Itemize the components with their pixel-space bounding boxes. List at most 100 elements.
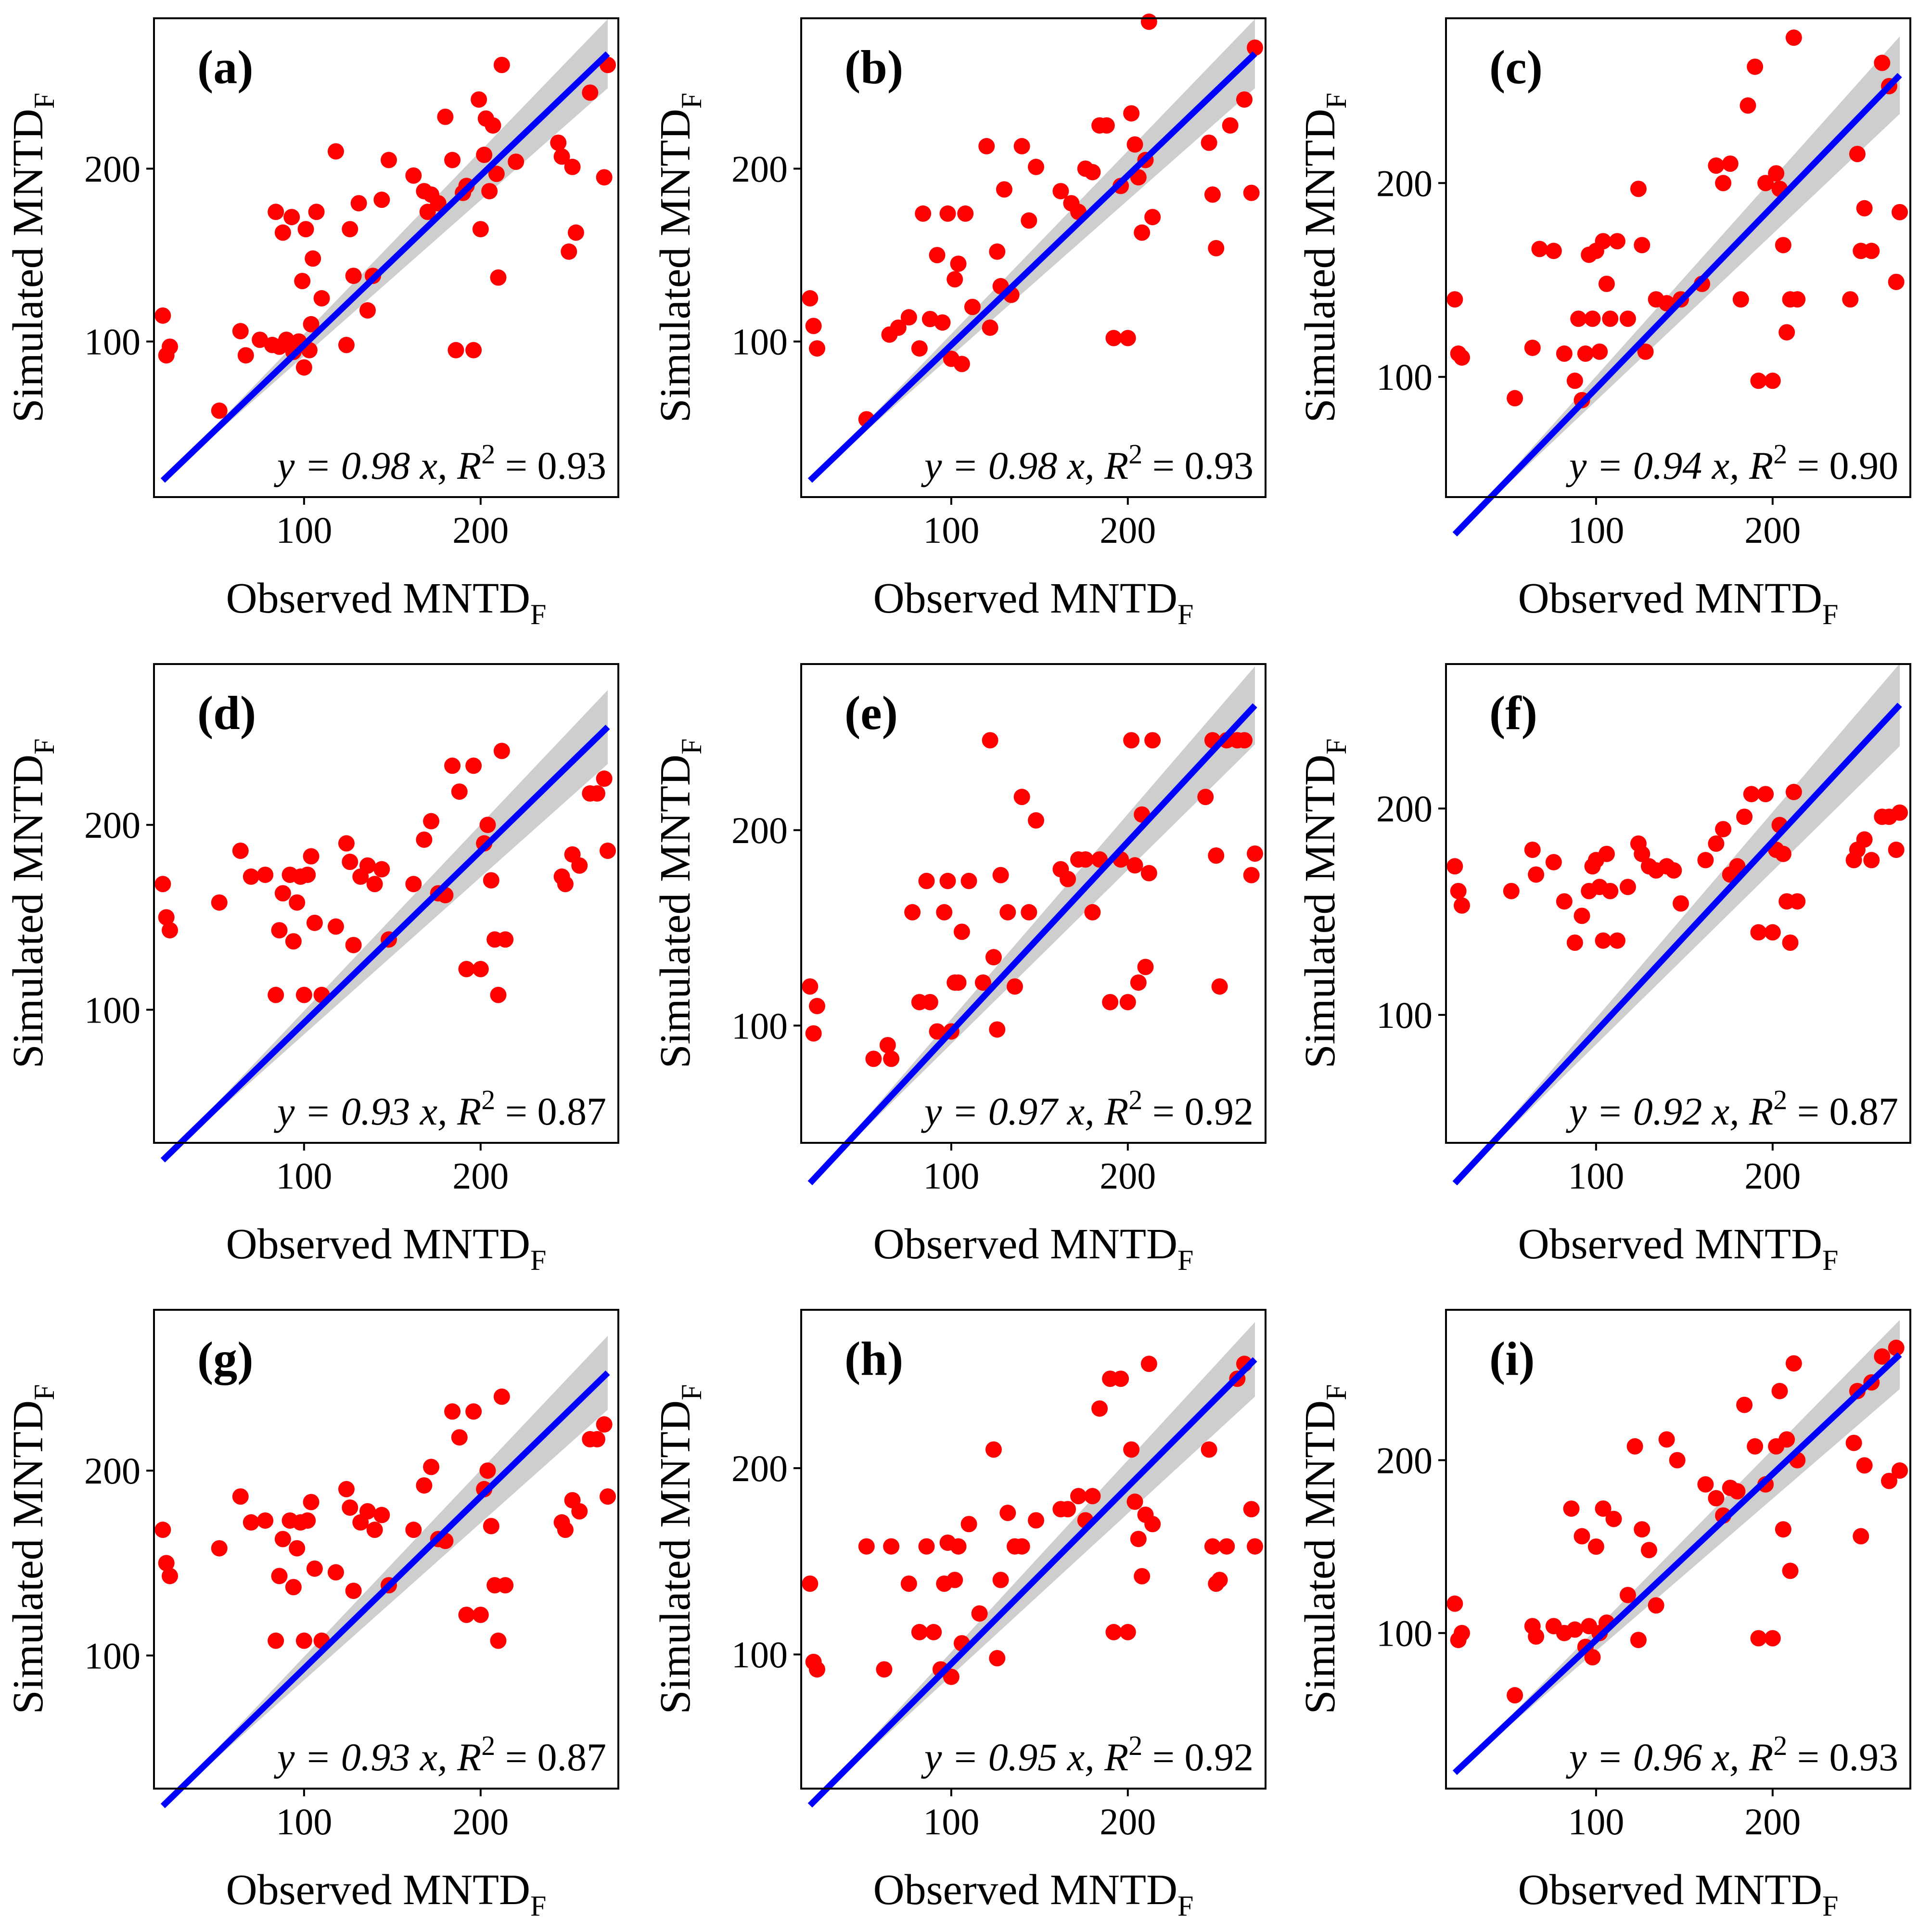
data-point <box>1218 1538 1235 1555</box>
data-point <box>268 986 284 1003</box>
data-point <box>1123 732 1140 749</box>
data-point <box>900 1575 917 1592</box>
plot-frame <box>153 1309 619 1790</box>
data-point <box>493 742 510 759</box>
y-tick-label: 200 <box>1376 1440 1433 1482</box>
y-axis-label-sub: F <box>28 1384 60 1400</box>
data-point <box>1785 29 1802 46</box>
data-point <box>366 876 383 893</box>
x-tick-label: 200 <box>452 1155 509 1197</box>
data-point <box>342 221 358 238</box>
y-tick-label: 100 <box>1376 356 1433 398</box>
data-point <box>416 831 433 848</box>
panel-e: 100 200 100 200 (e) y = 0.97 x, R2 = 0.92 Obse… <box>652 663 1267 1276</box>
data-point <box>154 876 171 893</box>
x-tick-label: 100 <box>1568 1155 1624 1197</box>
eq-sup: 2 <box>1128 1084 1142 1115</box>
x-tick-label: 100 <box>276 509 332 551</box>
data-point <box>557 1522 574 1538</box>
data-point <box>1119 330 1136 346</box>
data-point <box>1602 883 1619 899</box>
data-point <box>1113 1370 1129 1387</box>
data-point <box>308 204 325 220</box>
data-point <box>1732 291 1749 308</box>
data-point <box>1084 164 1101 180</box>
data-point <box>996 181 1012 198</box>
eq-prefix: y = 0.93 x, <box>274 1089 457 1133</box>
data-point <box>1609 932 1625 949</box>
data-point <box>1524 841 1541 858</box>
data-point <box>1619 1587 1636 1603</box>
eq-suffix: = 0.93 <box>1142 444 1254 487</box>
eq-sup: 2 <box>1773 1730 1787 1761</box>
y-axis-label-main: Simulated MNTD <box>652 755 699 1068</box>
y-axis-label: Simulated MNTDF <box>1296 93 1352 423</box>
x-axis-label-main: Observed MNTD <box>1518 1866 1822 1914</box>
plot-frame <box>800 17 1267 498</box>
data-point <box>1119 1624 1136 1640</box>
eq-sup: 2 <box>1773 438 1787 470</box>
y-tick-label: 200 <box>84 1450 141 1492</box>
data-point <box>1545 243 1562 259</box>
data-point <box>1134 224 1151 241</box>
x-tick-label: 100 <box>276 1155 332 1197</box>
data-point <box>483 1518 499 1535</box>
data-points <box>1446 29 1908 409</box>
data-point <box>1715 175 1732 192</box>
data-point <box>405 167 422 184</box>
data-point <box>1595 932 1612 949</box>
x-axis-label-main: Observed MNTD <box>873 575 1177 622</box>
data-point <box>211 894 228 911</box>
data-point <box>162 1568 179 1585</box>
data-point <box>1775 237 1791 254</box>
data-point <box>1587 1538 1604 1555</box>
data-point <box>306 914 323 931</box>
data-point <box>1446 1595 1463 1612</box>
data-point <box>1722 155 1739 172</box>
data-point <box>596 770 613 787</box>
data-point <box>802 1575 819 1592</box>
x-tick-label: 200 <box>1100 1155 1156 1197</box>
data-point <box>1856 200 1873 217</box>
data-point <box>858 1538 875 1555</box>
regression-line <box>807 703 1257 1186</box>
data-points <box>154 742 616 1003</box>
data-point <box>1123 105 1140 122</box>
x-axis-label: Observed MNTDF <box>226 1866 547 1922</box>
data-point <box>490 1632 507 1649</box>
data-point <box>1570 310 1587 327</box>
data-point <box>508 154 525 170</box>
data-point <box>1102 994 1119 1011</box>
eq-sup: 2 <box>481 1730 495 1761</box>
data-point <box>1584 1649 1601 1666</box>
regression-line <box>1452 703 1902 1186</box>
eq-prefix: y = 0.92 x, <box>1566 1089 1749 1133</box>
data-point <box>303 1494 320 1510</box>
data-point <box>805 318 822 334</box>
y-axis-label: Simulated MNTDF <box>4 739 60 1069</box>
data-point <box>303 848 320 865</box>
data-point <box>327 1564 344 1581</box>
eq-suffix: = 0.87 <box>495 1735 606 1779</box>
data-point <box>939 205 956 222</box>
data-point <box>1556 893 1573 910</box>
data-point <box>588 1431 605 1447</box>
y-axis-label: Simulated MNTDF <box>4 93 60 423</box>
eq-sup: 2 <box>481 438 495 470</box>
y-tick-label: 100 <box>1376 994 1433 1036</box>
data-point <box>1874 1348 1891 1365</box>
regression-equation: y = 0.92 x, R2 = 0.87 <box>1566 1084 1898 1133</box>
data-point <box>493 1388 510 1405</box>
data-point <box>444 1403 461 1420</box>
y-tick-label: 200 <box>731 148 788 190</box>
data-point <box>1028 1512 1045 1529</box>
data-point <box>1634 845 1650 862</box>
data-point <box>1524 339 1541 356</box>
data-point <box>295 986 312 1003</box>
data-point <box>1874 54 1891 71</box>
data-point <box>1446 291 1463 308</box>
data-point <box>1715 821 1732 838</box>
data-point <box>1785 783 1802 800</box>
data-point <box>1708 1490 1725 1507</box>
